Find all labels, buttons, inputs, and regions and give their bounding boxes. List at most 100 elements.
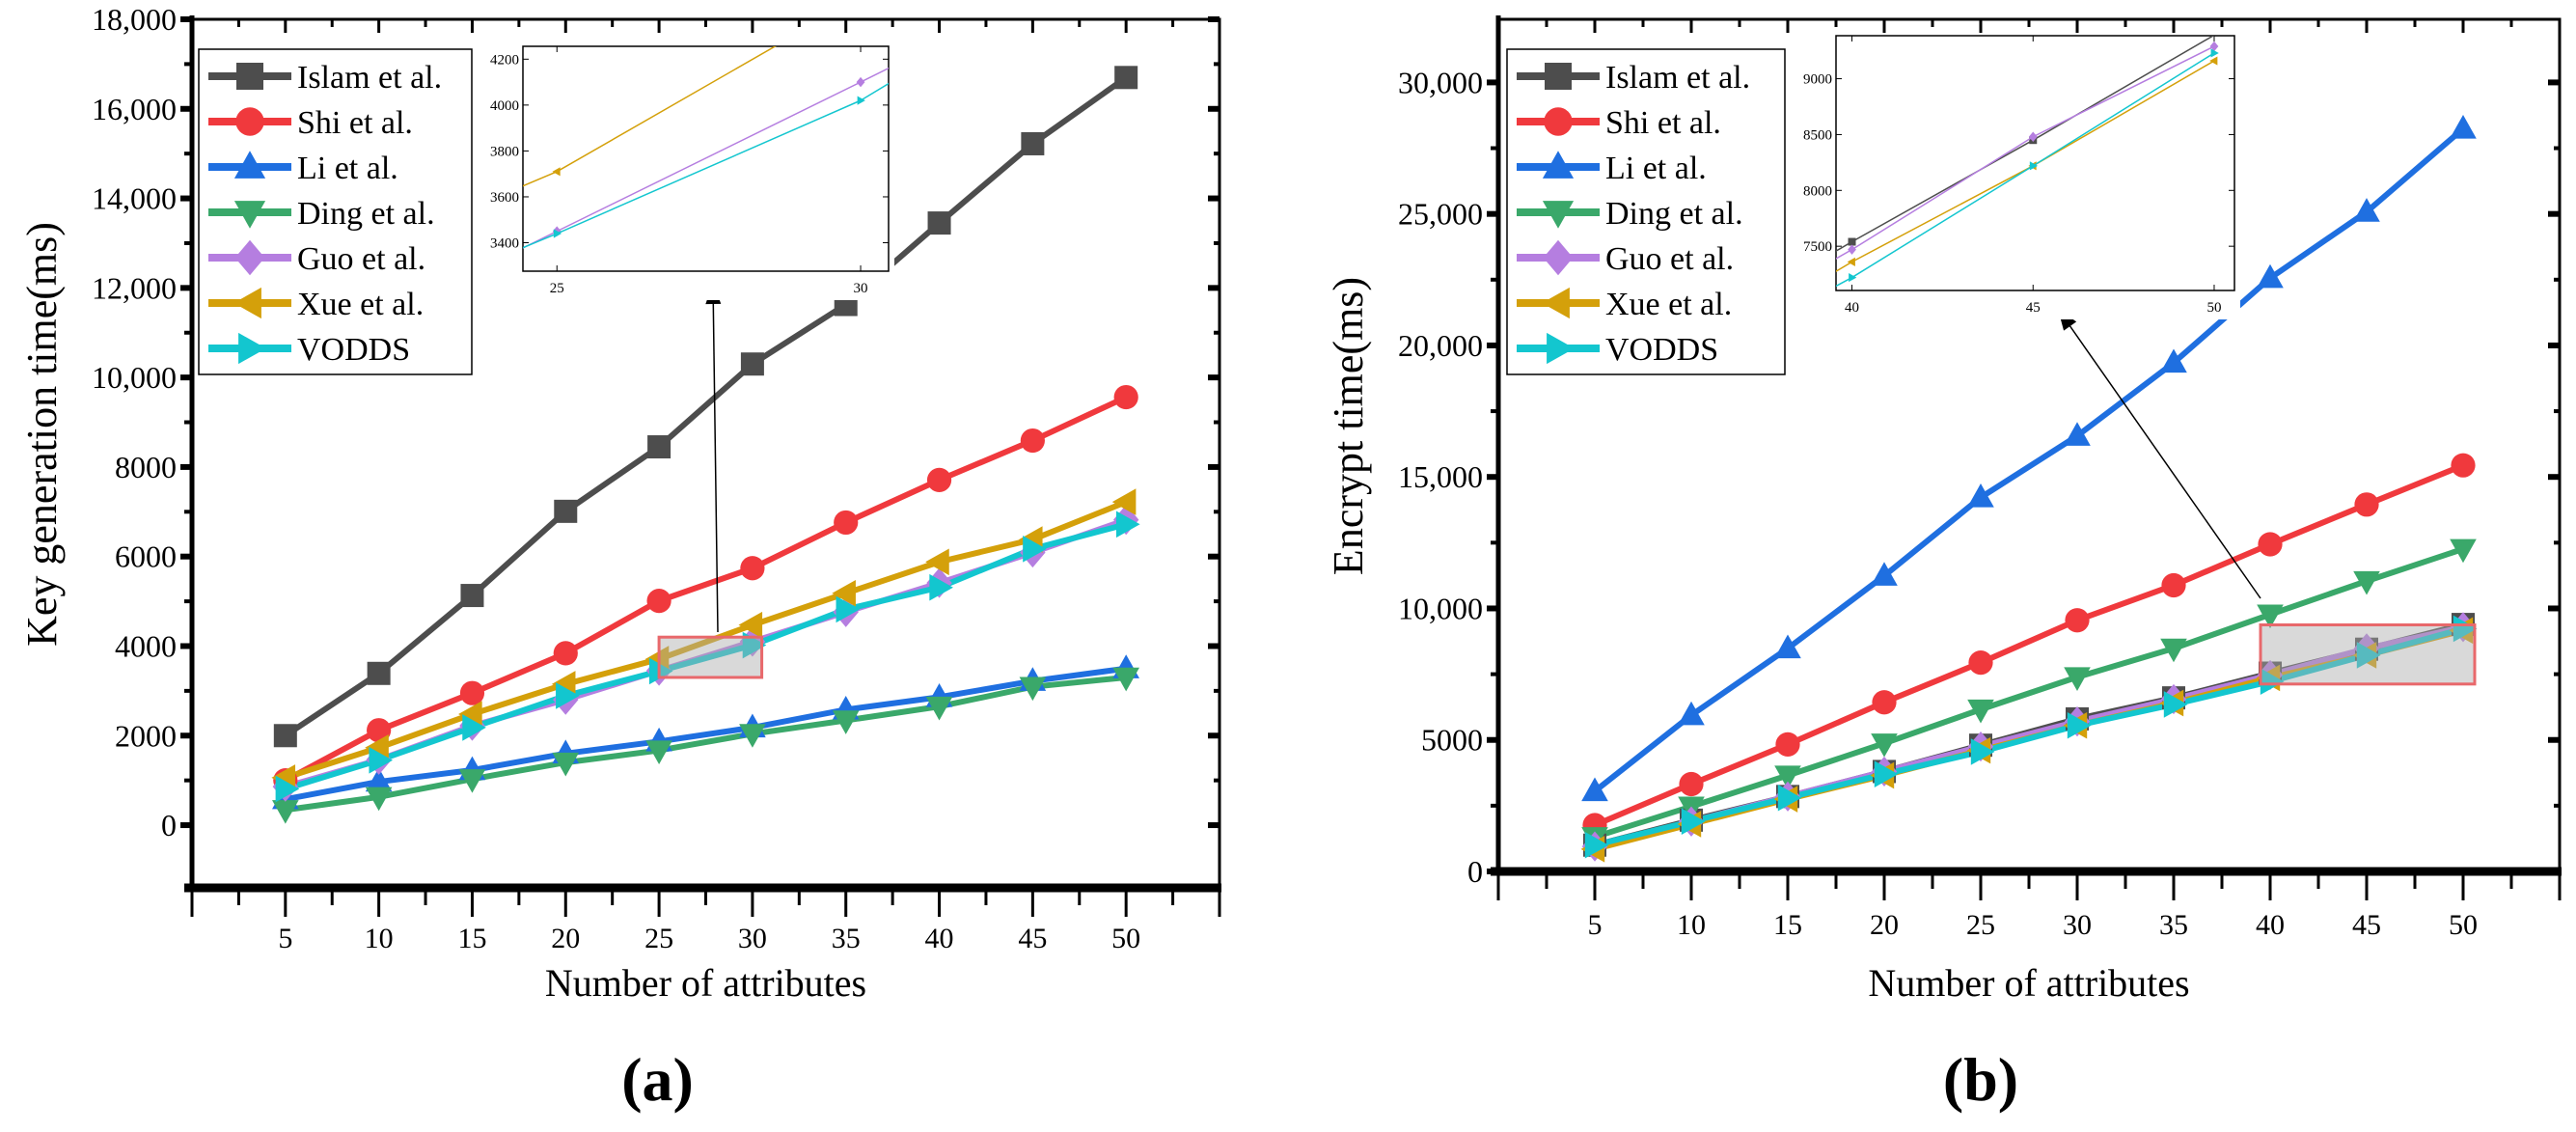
x-tick-label: 20 [551, 923, 580, 954]
data-point-3-4 [645, 740, 672, 764]
chart-a: 5 10 15 20 25 30 35 40 45 50 0 2000 4000 6000 8000 10,0… [18, 2, 1221, 1114]
data-point-1-6 [2161, 572, 2186, 598]
data-point-6-6 [2163, 691, 2188, 718]
x-tick-label: 10 [1677, 909, 1706, 941]
series-group [271, 66, 1140, 824]
data-point-1-4 [646, 589, 671, 614]
series-line-5 [284, 499, 1128, 781]
data-point-1-3 [553, 641, 578, 666]
inset-data-point-6-7 [1849, 272, 1857, 283]
data-point-2-0 [1581, 777, 1608, 802]
x-tick-label: 45 [1018, 923, 1047, 954]
data-point-3-9 [1112, 667, 1139, 692]
x-tick-label: 45 [2352, 909, 2381, 941]
data-point-3-0 [272, 800, 299, 824]
x-tick-label: 35 [832, 923, 861, 954]
series-line-6 [284, 521, 1127, 792]
series-group [1580, 114, 2478, 863]
legend-item: Shi et al. [1517, 105, 1721, 141]
inset-data-point-5-9 [2209, 56, 2218, 66]
data-point-1-6 [834, 510, 859, 536]
inset-y-tick-label: 3400 [490, 236, 519, 252]
y-axis-label: Key generation time(ms) [18, 222, 66, 647]
inset-series-line-0 [1836, 36, 2215, 252]
data-point-3-7 [2257, 604, 2284, 629]
inset-series-line-5 [1836, 60, 2215, 273]
legend-marker-triangle-down-icon [233, 201, 266, 229]
x-tick-label: 30 [2063, 909, 2092, 941]
data-point-6-1 [369, 746, 394, 774]
inset-background [477, 44, 894, 300]
inset-y-tick-label: 9000 [1803, 72, 1832, 88]
x-tick-label: 5 [278, 923, 292, 954]
x-axis-label: Number of attributes [545, 961, 866, 1005]
data-point-6-8 [2356, 642, 2381, 669]
inset-frame [522, 45, 890, 272]
legend-marker-triangle-left-icon [233, 287, 261, 319]
data-point-5-2 [458, 701, 482, 728]
inset-frame [1835, 35, 2235, 291]
x-tick-label: 40 [925, 923, 954, 954]
data-point-1-9 [1113, 384, 1138, 410]
data-point-2-3 [1871, 562, 1898, 586]
legend-label: VODDS [297, 332, 410, 368]
legend-item: VODDS [1517, 332, 1718, 368]
data-point-6-7 [929, 573, 953, 601]
data-point-6-1 [1681, 808, 1706, 836]
data-point-1-5 [740, 556, 765, 581]
data-point-1-4 [1968, 650, 1993, 676]
chart-b: 5 10 15 20 25 30 35 40 45 50 0 5000 10,000 15,000 20,0… [1325, 15, 2562, 1114]
inset-series-line-5 [523, 46, 777, 187]
data-point-2-1 [1678, 701, 1705, 726]
x-tick-label: 50 [1111, 923, 1140, 954]
data-point-6-3 [556, 682, 580, 709]
legend-item: Guo et al. [208, 239, 425, 277]
data-point-6-6 [836, 595, 861, 623]
data-point-6-9 [1115, 511, 1140, 538]
data-point-2-6 [2160, 348, 2187, 373]
data-point-2-7 [2257, 263, 2284, 289]
data-point-2-9 [2450, 114, 2477, 139]
y-tick-label: 5000 [1421, 723, 1483, 758]
panel-label: (a) [621, 1045, 694, 1114]
data-point-0-2 [460, 584, 484, 608]
data-point-1-7 [2258, 532, 2283, 557]
y-tick-label: 25,000 [1398, 197, 1483, 232]
y-tick-label: 0 [161, 808, 177, 842]
y-tick-label: 4000 [115, 628, 177, 663]
legend-label: Guo et al. [297, 241, 425, 277]
data-point-3-8 [1019, 676, 1047, 702]
legend: Islam et al. Shi et al. Li et al. Ding et a… [1506, 48, 1786, 375]
legend-label: Xue et al. [1605, 287, 1732, 322]
zoom-region-box [657, 635, 764, 679]
legend-marker-circle-icon [1544, 107, 1573, 136]
y-tick-label: 30,000 [1398, 65, 1483, 99]
legend-label: Shi et al. [1605, 105, 1721, 141]
y-tick-label: 20,000 [1398, 328, 1483, 363]
data-point-2-4 [1967, 483, 1994, 508]
legend: Islam et al. Shi et al. Li et al. Ding et a… [198, 48, 473, 375]
data-point-3-3 [1871, 733, 1898, 758]
inset-y-tick-label: 3600 [490, 190, 519, 206]
legend-label: Islam et al. [297, 60, 442, 96]
inset-series [523, 46, 889, 249]
data-point-0-8 [1021, 131, 1045, 155]
legend-label: Ding et al. [1605, 196, 1743, 232]
data-point-3-4 [1967, 699, 1994, 724]
legend-item: Guo et al. [1517, 239, 1734, 277]
data-point-1-2 [459, 680, 485, 705]
data-point-1-3 [1872, 690, 1897, 715]
inset-data-point-6-9 [2210, 48, 2219, 58]
data-point-0-5 [740, 352, 764, 376]
data-point-6-8 [1023, 536, 1047, 563]
data-point-3-1 [365, 787, 393, 812]
legend-label: Islam et al. [1605, 60, 1750, 96]
legend-item: Ding et al. [1517, 196, 1743, 232]
data-point-6-2 [1777, 784, 1802, 812]
inset-y-tick-label: 8000 [1803, 183, 1832, 199]
data-point-5-9 [1111, 488, 1137, 515]
inset-data-point-4-7 [1848, 244, 1856, 255]
zoom-arrow-line [2057, 308, 2261, 599]
